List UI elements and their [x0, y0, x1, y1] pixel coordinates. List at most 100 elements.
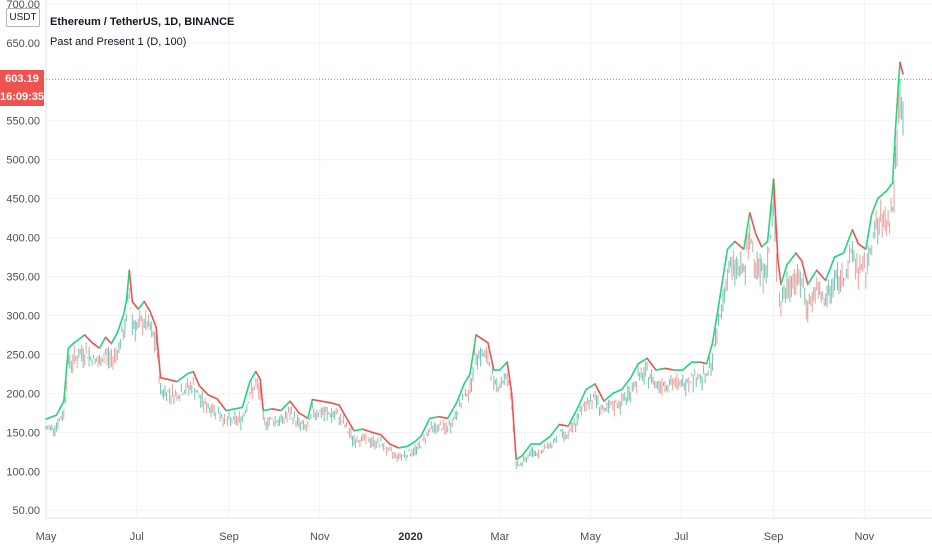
indicator-segment — [512, 414, 516, 439]
indicator-segment — [490, 355, 494, 364]
indicator-segment — [899, 61, 903, 69]
indicator-segment — [720, 276, 724, 288]
currency-label[interactable]: USDT — [6, 8, 40, 27]
y-tick-label: 50.00 — [12, 505, 40, 517]
indicator-segment — [491, 362, 495, 371]
indicator-segment — [802, 265, 806, 274]
chart-grid — [45, 0, 932, 519]
time-axis[interactable]: May Jul Sep Nov 2020 Mar May Jul Sep Nov — [36, 531, 875, 543]
indicator-segment — [717, 295, 721, 307]
indicator-segment — [308, 405, 312, 413]
y-tick-label: 250.00 — [6, 349, 40, 361]
indicator-segment — [707, 352, 711, 360]
x-tick-label: Nov — [310, 531, 330, 543]
indicator-segment — [723, 257, 727, 270]
indicator-segment — [783, 268, 787, 276]
indicator-segment — [124, 300, 128, 310]
indicator-segment — [705, 357, 709, 365]
last-price-badge: 603.19 — [0, 70, 44, 89]
price-bars — [45, 79, 904, 470]
indicator-segment — [66, 347, 70, 367]
indicator-segment — [243, 396, 247, 404]
indicator-segment — [804, 271, 808, 280]
indicator-title[interactable]: Past and Present 1 (D, 100) — [50, 36, 187, 48]
x-tick-label: Mar — [490, 531, 509, 543]
indicator-segment — [470, 353, 474, 365]
indicator-segment — [507, 371, 512, 384]
indicator-segment — [865, 239, 869, 251]
symbol-title[interactable]: Ethereum / TetherUS, 1D, BINANCE — [50, 16, 235, 28]
indicator-segment — [158, 360, 162, 379]
indicator-segment — [513, 436, 517, 461]
y-tick-label: 400.00 — [6, 233, 40, 245]
indicator-segment — [307, 411, 311, 420]
indicator-segment — [784, 264, 788, 271]
indicator-segment — [772, 178, 776, 208]
indicator-segment — [866, 230, 870, 242]
indicator-segment — [751, 222, 756, 230]
indicator-segment — [714, 314, 718, 326]
indicator-segment — [867, 222, 872, 233]
indicator-segment — [506, 361, 510, 374]
y-tick-label: 150.00 — [6, 427, 40, 439]
indicator-segment — [708, 347, 712, 355]
indicator-segment — [743, 239, 747, 251]
y-tick-label: 450.00 — [6, 194, 40, 206]
indicator-segment — [769, 193, 773, 212]
indicator-segment — [896, 80, 900, 106]
indicator-segment — [745, 221, 750, 232]
indicator-segment — [775, 232, 779, 262]
indicator-segment — [719, 286, 723, 298]
indicator-segment — [897, 61, 901, 83]
y-tick-label: 100.00 — [6, 466, 40, 478]
indicator-segment — [244, 391, 248, 398]
indicator-segment — [768, 209, 772, 227]
indicator-segment — [125, 285, 129, 303]
indicator-segment — [777, 260, 781, 274]
indicator-segment — [259, 378, 263, 396]
y-tick-label: 650.00 — [6, 38, 40, 50]
x-tick-label: Sep — [219, 531, 239, 543]
indicator-segment — [713, 323, 717, 335]
y-tick-label: 300.00 — [6, 310, 40, 322]
price-axis[interactable]: 50.00 100.00 150.00 200.00 250.00 300.00 350.0… — [6, 0, 40, 517]
countdown-badge: 16:09:35 — [0, 88, 44, 107]
indicator-line — [45, 61, 904, 461]
indicator-segment — [716, 305, 720, 317]
indicator-segment — [487, 341, 491, 351]
y-tick-label: 700.00 — [6, 0, 40, 11]
indicator-segment — [241, 401, 245, 409]
indicator-segment — [722, 267, 726, 279]
indicator-segment — [725, 248, 729, 260]
x-tick-label: Jul — [674, 531, 688, 543]
indicator-segment — [893, 127, 897, 157]
y-tick-label: 500.00 — [6, 155, 40, 167]
x-tick-label: 2020 — [398, 531, 422, 543]
indicator-segment — [774, 205, 778, 235]
indicator-segment — [753, 227, 757, 235]
indicator-segment — [894, 104, 898, 130]
indicator-segment — [510, 392, 514, 417]
chart-legend: Ethereum / TetherUS, 1D, BINANCE Past an… — [50, 12, 234, 52]
x-tick-label: May — [580, 531, 601, 543]
x-tick-label: Jul — [130, 531, 144, 543]
indicator-segment — [781, 273, 785, 281]
indicator-segment — [260, 394, 265, 412]
x-tick-label: Nov — [855, 531, 875, 543]
y-tick-label: 200.00 — [6, 388, 40, 400]
indicator-segment — [801, 260, 805, 268]
y-tick-label: 550.00 — [6, 116, 40, 128]
indicator-segment — [473, 334, 477, 346]
x-tick-label: May — [36, 531, 57, 543]
indicator-segment — [778, 271, 782, 286]
y-tick-label: 350.00 — [6, 272, 40, 284]
indicator-segment — [780, 278, 784, 286]
indicator-segment — [900, 67, 904, 75]
indicator-segment — [488, 348, 492, 358]
indicator-segment — [247, 380, 251, 388]
indicator-segment — [766, 225, 770, 243]
x-tick-label: Sep — [764, 531, 784, 543]
indicator-segment — [128, 269, 132, 287]
indicator-segment — [748, 211, 753, 219]
